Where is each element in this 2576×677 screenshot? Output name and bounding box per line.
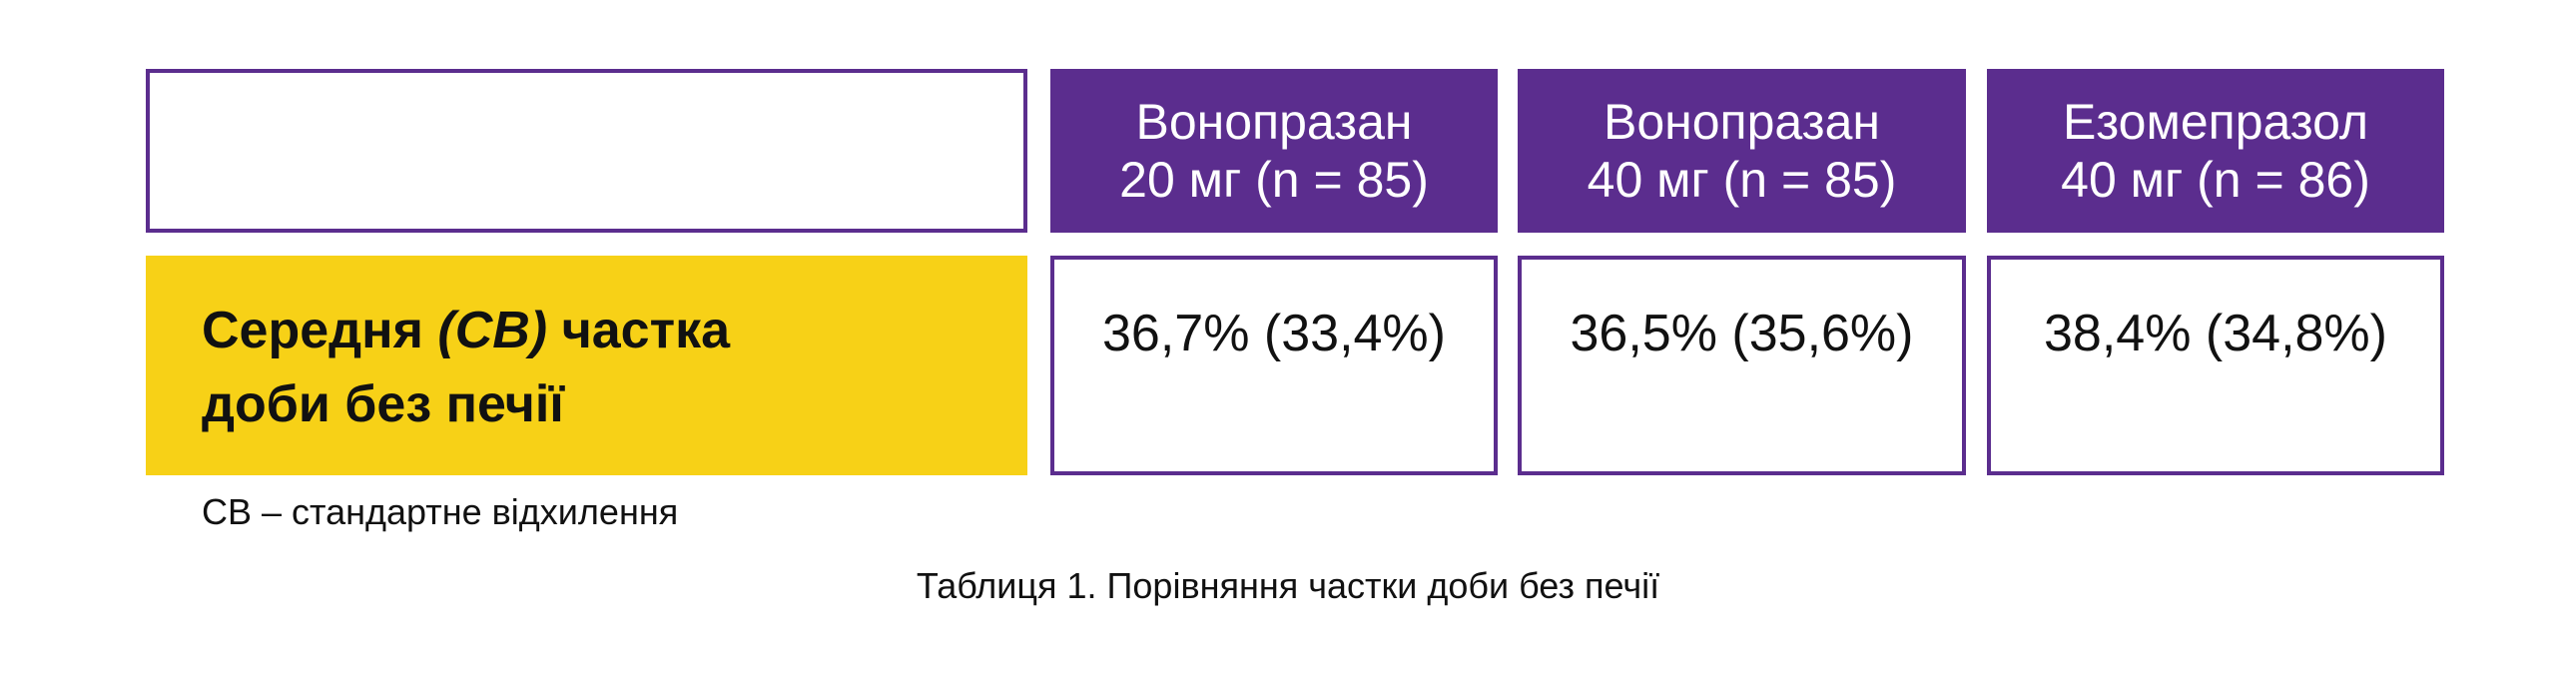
header-line: 40 мг (n = 86) [2061, 152, 2370, 208]
text: Середня [202, 302, 438, 359]
row-label-line: доби без печії [202, 375, 564, 433]
header-line: Вонопразан [1603, 94, 1881, 150]
row-label: Середня (СВ) частка доби без печії [146, 256, 1027, 475]
empty-header-cell [146, 69, 1027, 233]
abbr: (СВ) [437, 302, 548, 359]
column-header: Вонопразан 20 мг (n = 85) [1050, 69, 1498, 233]
header-line: 40 мг (n = 85) [1587, 152, 1897, 208]
header-line: 20 мг (n = 85) [1119, 152, 1429, 208]
header-line: Вонопразан [1135, 94, 1413, 150]
header-line: Езомепразол [2062, 94, 2369, 150]
value-cell: 36,7% (33,4%) [1050, 256, 1498, 475]
value-cell: 36,5% (35,6%) [1518, 256, 1966, 475]
footnote: СВ – стандартне відхилення [202, 491, 679, 532]
column-header: Вонопразан 40 мг (n = 85) [1518, 69, 1966, 233]
row-label-line: Середня (СВ) частка [202, 294, 1027, 367]
column-header: Езомепразол 40 мг (n = 86) [1987, 69, 2444, 233]
value-cell: 38,4% (34,8%) [1987, 256, 2444, 475]
text: частка [547, 302, 731, 359]
caption: Таблиця 1. Порівняння частки доби без пе… [916, 565, 1660, 606]
